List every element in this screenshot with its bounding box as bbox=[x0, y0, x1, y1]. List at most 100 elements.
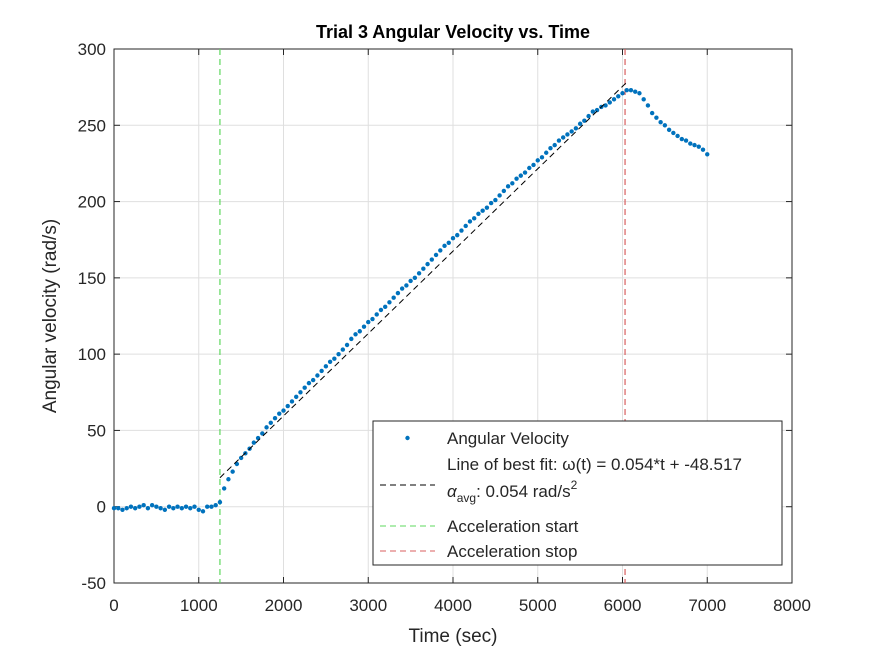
data-point bbox=[569, 129, 574, 134]
data-point bbox=[421, 266, 426, 271]
x-tick-label: 0 bbox=[109, 596, 118, 615]
legend-marker bbox=[405, 435, 410, 441]
data-point bbox=[179, 506, 184, 511]
annotation-part: avg bbox=[457, 491, 476, 505]
data-point bbox=[637, 91, 642, 96]
data-point bbox=[366, 319, 371, 325]
data-point bbox=[471, 216, 477, 221]
data-point bbox=[616, 94, 621, 99]
data-point bbox=[683, 138, 689, 143]
y-tick-label: 150 bbox=[78, 269, 106, 288]
data-point bbox=[111, 506, 117, 511]
data-point bbox=[340, 347, 346, 352]
data-point bbox=[429, 257, 435, 262]
data-point bbox=[416, 271, 422, 276]
y-axis-label: Angular velocity (rad/s) bbox=[40, 219, 61, 413]
data-point bbox=[459, 228, 464, 233]
fit-line bbox=[219, 81, 628, 479]
data-point bbox=[607, 100, 612, 105]
x-tick-label: 2000 bbox=[265, 596, 303, 615]
data-point bbox=[705, 152, 710, 157]
data-point bbox=[361, 324, 367, 329]
x-tick-label: 6000 bbox=[604, 596, 642, 615]
data-point bbox=[501, 188, 507, 194]
data-point bbox=[552, 142, 557, 148]
data-point bbox=[120, 507, 125, 512]
data-point bbox=[264, 425, 269, 430]
data-point bbox=[442, 243, 447, 249]
data-point bbox=[383, 304, 388, 310]
x-tick-label: 8000 bbox=[773, 596, 811, 615]
data-point bbox=[294, 394, 299, 400]
data-point bbox=[488, 200, 494, 206]
x-axis-label: Time (sec) bbox=[408, 626, 497, 647]
annotation-part: 2 bbox=[571, 478, 578, 492]
data-point bbox=[357, 329, 362, 334]
data-point bbox=[662, 123, 668, 128]
data-point bbox=[221, 486, 227, 491]
data-point bbox=[404, 283, 409, 288]
data-point bbox=[226, 477, 231, 482]
data-point bbox=[671, 130, 676, 136]
data-point bbox=[505, 184, 511, 189]
data-point bbox=[154, 504, 159, 509]
x-tick-label: 1000 bbox=[180, 596, 218, 615]
data-point bbox=[124, 506, 129, 511]
legend-label: Line of best fit: ω(t) = 0.054*t + -48.5… bbox=[447, 455, 742, 474]
y-tick-label: -50 bbox=[81, 574, 106, 593]
y-tick-label: 300 bbox=[78, 40, 106, 59]
data-point bbox=[539, 155, 545, 160]
data-point bbox=[463, 223, 468, 229]
data-point bbox=[565, 132, 570, 137]
y-tick-label: 0 bbox=[97, 498, 106, 517]
data-point bbox=[438, 248, 443, 253]
data-point bbox=[289, 399, 295, 404]
data-point bbox=[700, 147, 706, 152]
data-point bbox=[399, 286, 405, 291]
data-point bbox=[158, 506, 163, 511]
data-point bbox=[624, 87, 629, 93]
legend-annotation: αavg: 0.054 rad/s2 bbox=[447, 478, 578, 505]
data-point bbox=[649, 110, 655, 116]
data-point bbox=[260, 431, 265, 436]
data-point bbox=[213, 502, 218, 508]
data-point bbox=[166, 504, 172, 509]
data-point bbox=[302, 385, 307, 390]
annotation-part: α bbox=[447, 482, 458, 501]
chart-title: Trial 3 Angular Velocity vs. Time bbox=[316, 22, 590, 42]
axes-box bbox=[113, 48, 793, 584]
data-point bbox=[281, 408, 286, 413]
data-point bbox=[145, 506, 151, 511]
y-tick-label: 250 bbox=[78, 116, 106, 135]
data-point bbox=[132, 506, 138, 511]
data-point bbox=[315, 373, 320, 378]
data-point bbox=[548, 145, 553, 151]
data-point bbox=[628, 87, 634, 93]
data-point bbox=[594, 107, 600, 113]
data-point bbox=[696, 144, 701, 149]
data-point bbox=[527, 165, 532, 171]
data-point bbox=[497, 193, 502, 198]
data-point bbox=[688, 141, 693, 146]
y-tick-label: 50 bbox=[87, 421, 106, 440]
data-point bbox=[238, 455, 244, 461]
data-point bbox=[332, 356, 337, 361]
data-point bbox=[446, 240, 451, 245]
data-point bbox=[455, 232, 460, 238]
data-point bbox=[188, 506, 193, 511]
data-point bbox=[205, 504, 210, 509]
data-point bbox=[476, 211, 481, 216]
data-point bbox=[141, 502, 146, 508]
data-point bbox=[391, 295, 396, 300]
data-point bbox=[395, 290, 401, 296]
x-tick-label: 5000 bbox=[519, 596, 557, 615]
data-point bbox=[535, 158, 540, 163]
data-point bbox=[620, 91, 625, 96]
data-point bbox=[675, 133, 680, 139]
data-point bbox=[577, 121, 583, 126]
data-point bbox=[175, 504, 180, 509]
data-point bbox=[522, 170, 528, 175]
data-point bbox=[251, 440, 257, 445]
y-tick-label: 200 bbox=[78, 193, 106, 212]
data-point bbox=[344, 342, 350, 348]
